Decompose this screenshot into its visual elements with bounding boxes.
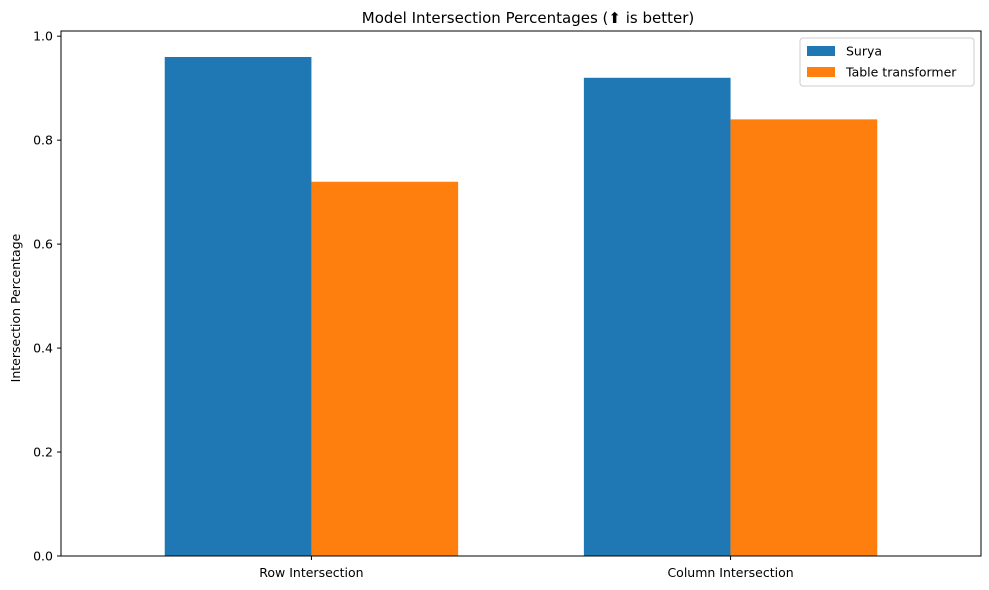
legend-box xyxy=(799,37,975,87)
y-tick-label: 0.2 xyxy=(33,445,53,460)
bar-table-transformer-1 xyxy=(730,119,878,556)
bar-surya-1 xyxy=(583,77,731,557)
bars-layer xyxy=(164,56,878,557)
legend: Surya Table transformer xyxy=(799,37,975,87)
y-tick-label: 0.0 xyxy=(33,549,53,564)
y-tick-label: 0.8 xyxy=(33,133,53,148)
y-tick-label: 1.0 xyxy=(33,29,53,44)
chart-title: Model Intersection Percentages (⬆ is bet… xyxy=(362,9,694,27)
x-tick-label: Column Intersection xyxy=(667,565,793,580)
y-tick-label: 0.4 xyxy=(33,341,53,356)
legend-swatch xyxy=(807,46,835,56)
x-tick-label: Row Intersection xyxy=(259,565,363,580)
x-axis: Row Intersection Column Intersection xyxy=(259,556,794,580)
y-axis: 0.0 0.2 0.4 0.6 0.8 1.0 xyxy=(33,29,61,564)
legend-swatch xyxy=(807,67,835,77)
bar-surya-0 xyxy=(164,56,312,556)
legend-label: Surya xyxy=(846,44,882,59)
bar-table-transformer-0 xyxy=(311,181,459,557)
plot-frame xyxy=(60,30,982,557)
y-axis-title: Intersection Percentage xyxy=(8,233,23,382)
legend-label: Table transformer xyxy=(845,65,957,80)
y-tick-label: 0.6 xyxy=(33,237,53,252)
